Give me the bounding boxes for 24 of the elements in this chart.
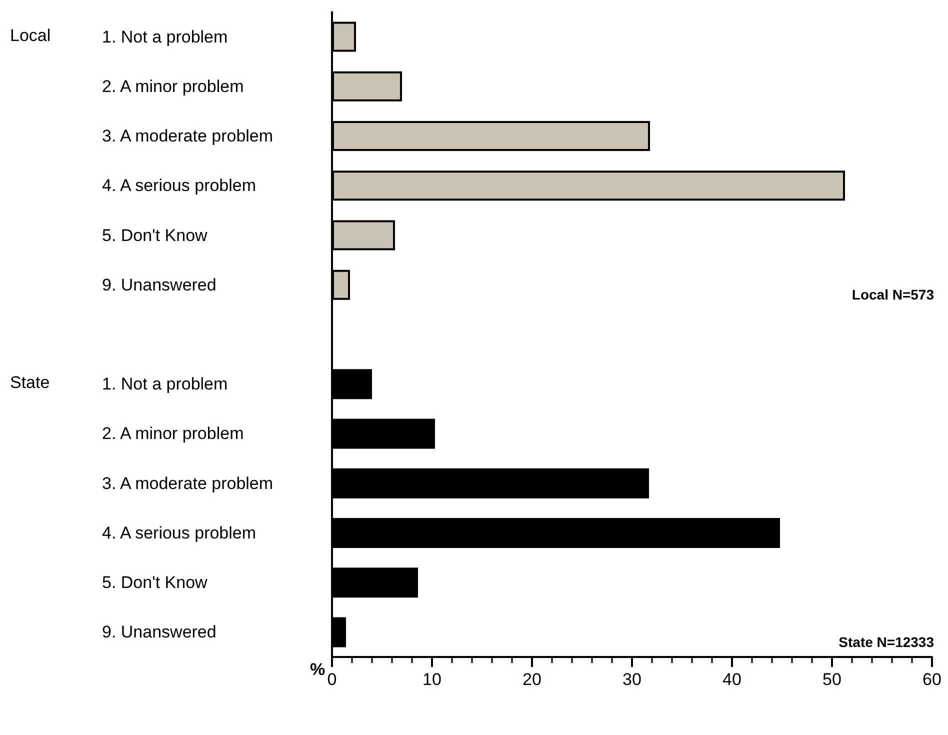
x-tick-label: 40 [722,670,742,689]
x-tick-label: 10 [422,670,442,689]
x-tick-label: 30 [622,670,642,689]
x-tick-label: 0 [327,670,337,689]
annotation: Local N=573 [852,286,934,303]
x-tick-label: 20 [522,670,542,689]
y-tick-label: 2. A minor problem [102,424,244,444]
y-tick-label: 5. Don't Know [102,226,208,245]
y-tick-label: 2. A minor problem [102,76,244,96]
y-tick-label: 1. Not a problem [102,374,228,394]
y-tick-label: 9. Unanswered [102,275,216,294]
y-tick-label: 5. Don't Know [102,573,208,592]
y-tick-label: 3. A moderate problem [102,474,274,493]
annotation: State N=12333 [838,634,934,650]
y-tick-label: 4. A serious problem [102,176,256,196]
text: Local [10,26,51,45]
y-tick-label: 1. Not a problem [102,27,228,46]
y-tick-label: 9. Unanswered [102,622,216,642]
x-tick-label: 50 [822,670,842,689]
y-tick-label: 3. A moderate problem [102,126,274,146]
y-tick-label: 4. A serious problem [102,523,256,542]
text: State [10,373,50,392]
x-tick-label: 60 [922,670,942,689]
x-axis-title: % [310,660,326,679]
